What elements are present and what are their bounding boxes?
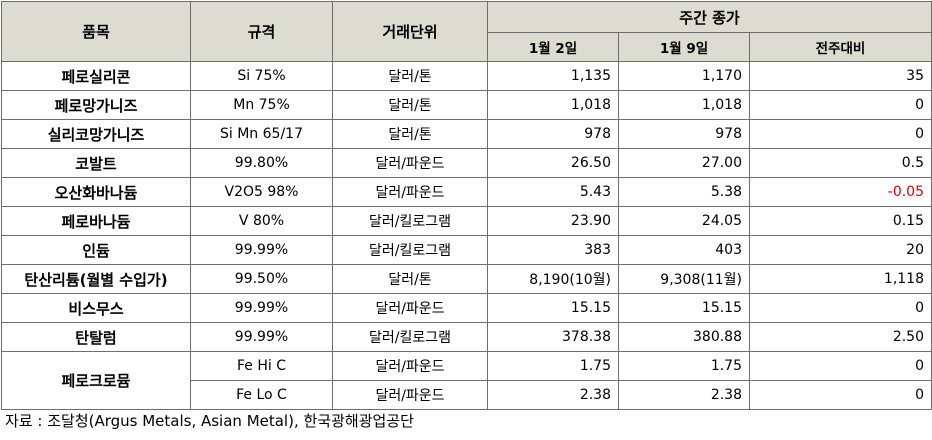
price-date1: 15.15	[487, 293, 619, 323]
header-row-1: 품목 규격 거래단위 주간 종가	[1, 1, 932, 62]
item-name: 페로바나듐	[1, 206, 191, 236]
price-change: 1,118	[749, 264, 932, 294]
price-date1: 1.75	[487, 351, 619, 381]
table-row: 코발트 99.80% 달러/파운드 26.50 27.00 0.5	[1, 148, 932, 178]
price-date2: 27.00	[618, 148, 750, 178]
price-change: 20	[749, 235, 932, 265]
item-name: 실리코망가니즈	[1, 119, 191, 149]
item-spec: 99.80%	[190, 148, 333, 178]
price-date2: 24.05	[618, 206, 750, 236]
item-unit: 달러/톤	[332, 264, 488, 294]
header-item: 품목	[1, 1, 191, 62]
price-date1: 383	[487, 235, 619, 265]
price-date2: 5.38	[618, 177, 750, 207]
item-spec: Fe Lo C	[190, 380, 333, 410]
item-unit: 달러/파운드	[332, 351, 488, 381]
table-row: 페로망가니즈 Mn 75% 달러/톤 1,018 1,018 0	[1, 90, 932, 120]
item-unit: 달러/파운드	[332, 293, 488, 323]
item-spec: 99.99%	[190, 235, 333, 265]
price-change: 0	[749, 119, 932, 149]
item-spec: Si 75%	[190, 61, 333, 91]
header-date1: 1월 2일	[487, 32, 619, 62]
header-row-2: 1월 2일 1월 9일 전주대비	[2, 32, 932, 62]
item-spec: V2O5 98%	[190, 177, 333, 207]
price-date1: 26.50	[487, 148, 619, 178]
item-unit: 달러/파운드	[332, 380, 488, 410]
item-name: 탄산리튬(월별 수입가)	[1, 264, 191, 294]
header-unit: 거래단위	[332, 1, 488, 62]
price-date1: 1,018	[487, 90, 619, 120]
item-unit: 달러/킬로그램	[332, 235, 488, 265]
table-row: 인듐 99.99% 달러/킬로그램 383 403 20	[1, 235, 932, 265]
price-date1: 5.43	[487, 177, 619, 207]
item-unit: 달러/톤	[332, 61, 488, 91]
table-row: Fe Lo C 달러/파운드 2.38 2.38 0	[2, 380, 932, 410]
table-row: 실리코망가니즈 Si Mn 65/17 달러/톤 978 978 0	[1, 119, 932, 149]
table-row: 오산화바나듐 V2O5 98% 달러/파운드 5.43 5.38 -0.05	[1, 177, 932, 207]
table-row: 페로바나듐 V 80% 달러/킬로그램 23.90 24.05 0.15	[1, 206, 932, 236]
item-unit: 달러/파운드	[332, 148, 488, 178]
item-unit: 달러/톤	[332, 119, 488, 149]
item-spec: 99.99%	[190, 322, 333, 352]
header-spec: 규격	[190, 1, 333, 62]
item-name: 페로망가니즈	[1, 90, 191, 120]
item-name: 페로크로뮴	[1, 351, 191, 410]
price-date1: 2.38	[487, 380, 619, 410]
item-name: 오산화바나듐	[1, 177, 191, 207]
price-change: 0.5	[749, 148, 932, 178]
table-row: 페로크로뮴 Fe Hi C 달러/파운드 1.75 1.75 0	[1, 351, 932, 410]
price-date2: 15.15	[618, 293, 750, 323]
item-spec: V 80%	[190, 206, 333, 236]
price-change: 0	[749, 351, 932, 381]
item-name: 탄탈럼	[1, 322, 191, 352]
price-date2: 9,308(11월)	[618, 264, 750, 294]
price-change-negative: -0.05	[749, 177, 932, 207]
price-change: 35	[749, 61, 932, 91]
item-spec: Fe Hi C	[190, 351, 333, 381]
item-spec: 99.99%	[190, 293, 333, 323]
price-change: 0	[749, 380, 932, 410]
price-date1: 23.90	[487, 206, 619, 236]
table-row: 페로실리콘 Si 75% 달러/톤 1,135 1,170 35	[1, 61, 932, 91]
source-note: 자료 : 조달청(Argus Metals, Asian Metal), 한국광…	[5, 412, 414, 430]
price-date1: 1,135	[487, 61, 619, 91]
price-date2: 1.75	[618, 351, 750, 381]
table-row: 비스무스 99.99% 달러/파운드 15.15 15.15 0	[1, 293, 932, 323]
item-name: 페로실리콘	[1, 61, 191, 91]
item-unit: 달러/파운드	[332, 177, 488, 207]
price-table: 품목 규격 거래단위 주간 종가 1월 2일 1월 9일 전주대비 페로실리콘 …	[1, 1, 932, 410]
header-weekly-close: 주간 종가	[487, 1, 932, 33]
price-date1: 378.38	[487, 322, 619, 352]
header-change: 전주대비	[749, 32, 932, 62]
price-date2: 1,018	[618, 90, 750, 120]
price-change: 0	[749, 90, 932, 120]
table-row: 탄산리튬(월별 수입가) 99.50% 달러/톤 8,190(10월) 9,30…	[1, 264, 932, 294]
price-date2: 380.88	[618, 322, 750, 352]
item-spec: Mn 75%	[190, 90, 333, 120]
item-spec: 99.50%	[190, 264, 333, 294]
price-date2: 1,170	[618, 61, 750, 91]
price-date1: 978	[487, 119, 619, 149]
price-change: 0	[749, 293, 932, 323]
price-date2: 978	[618, 119, 750, 149]
item-unit: 달러/킬로그램	[332, 322, 488, 352]
price-date2: 403	[618, 235, 750, 265]
price-change: 2.50	[749, 322, 932, 352]
item-spec: Si Mn 65/17	[190, 119, 333, 149]
item-name: 인듐	[1, 235, 191, 265]
item-name: 코발트	[1, 148, 191, 178]
header-date2: 1월 9일	[618, 32, 750, 62]
item-unit: 달러/톤	[332, 90, 488, 120]
price-date1: 8,190(10월)	[487, 264, 619, 294]
table-row: 탄탈럼 99.99% 달러/킬로그램 378.38 380.88 2.50	[1, 322, 932, 352]
price-date2: 2.38	[618, 380, 750, 410]
item-name: 비스무스	[1, 293, 191, 323]
price-change: 0.15	[749, 206, 932, 236]
item-unit: 달러/킬로그램	[332, 206, 488, 236]
